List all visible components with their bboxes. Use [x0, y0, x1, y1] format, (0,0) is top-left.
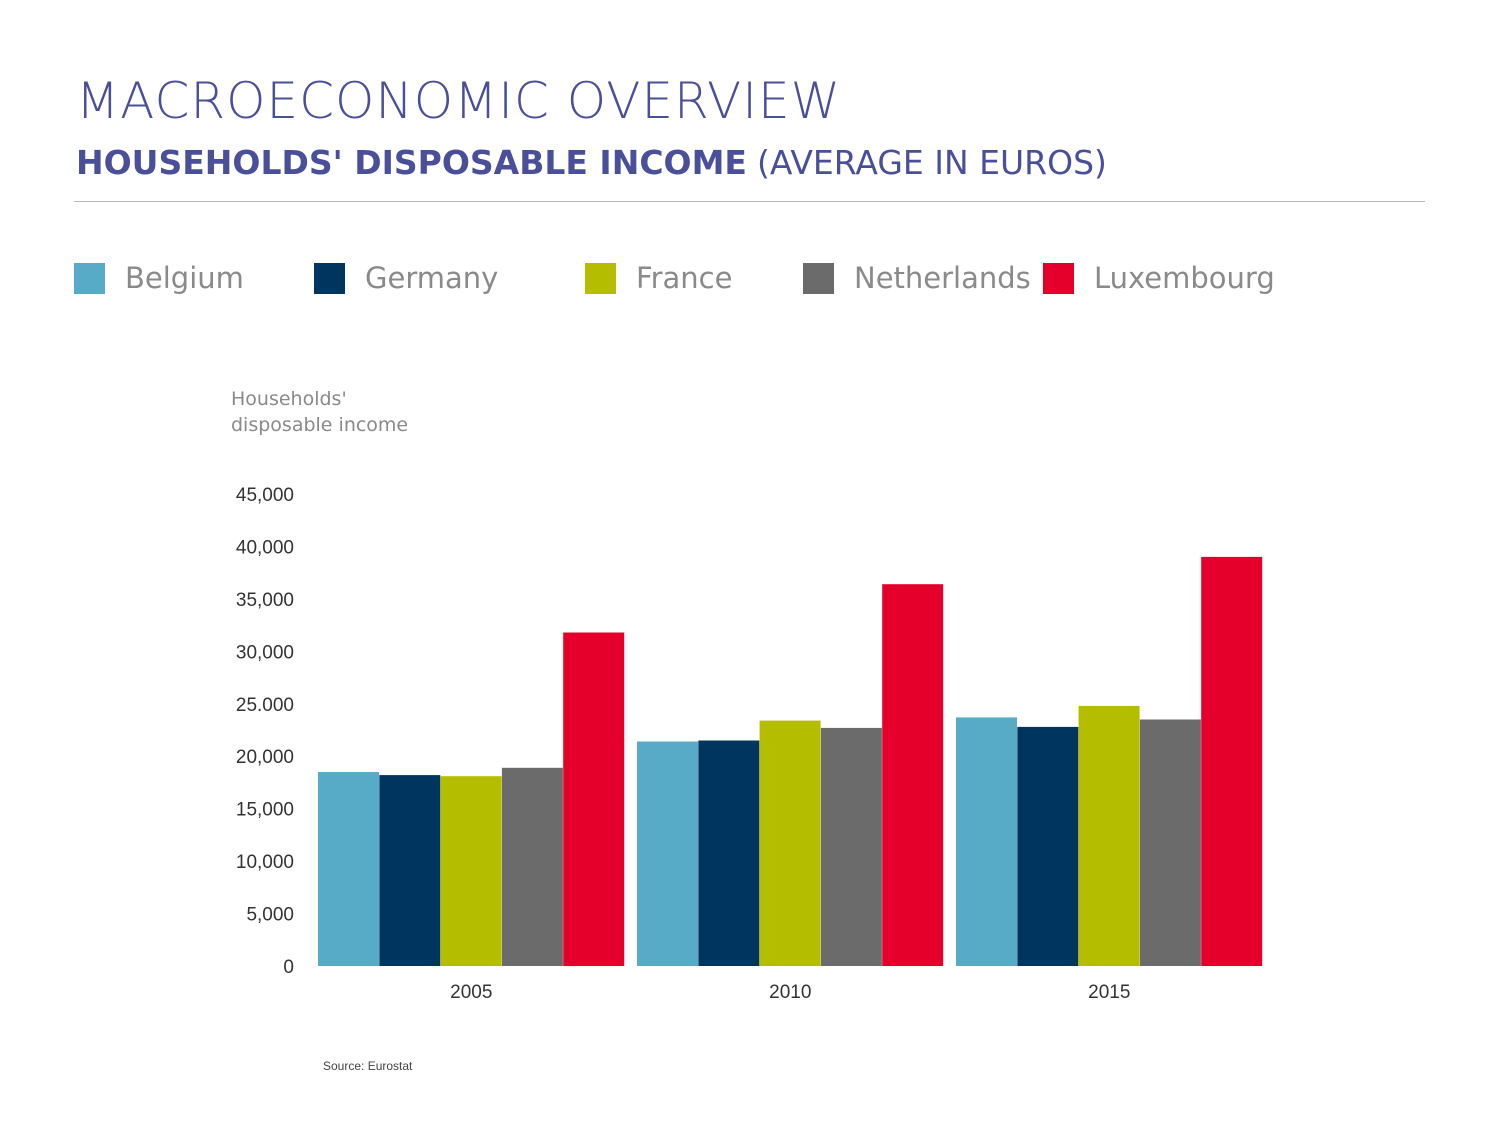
y-tick-label: 45,000 — [236, 485, 294, 506]
y-tick-label: 25.000 — [236, 695, 294, 716]
x-tick-label: 2010 — [769, 982, 811, 1003]
y-axis-label-line-2: disposable income — [231, 414, 409, 436]
source-note: Source: Eurostat — [323, 1059, 413, 1073]
bar-belgium-2015 — [956, 717, 1017, 966]
subtitle-main: HOUSEHOLDS' DISPOSABLE INCOME — [76, 143, 747, 182]
y-tick-label: 15,000 — [236, 800, 294, 821]
legend-label-luxembourg: Luxembourg — [1094, 261, 1275, 295]
legend-label-belgium: Belgium — [125, 261, 244, 295]
bar-netherlands-2010 — [820, 727, 882, 966]
bar-luxembourg-2015 — [1201, 556, 1263, 966]
legend-label-netherlands: Netherlands — [854, 261, 1031, 295]
bar-belgium-2010 — [637, 741, 698, 966]
y-axis-label-line-1: Households' — [231, 388, 347, 410]
chart-bars — [318, 556, 1263, 966]
bar-france-2010 — [759, 720, 821, 966]
bar-germany-2005 — [379, 775, 441, 966]
bar-luxembourg-2005 — [563, 632, 625, 966]
bar-germany-2010 — [698, 740, 760, 966]
legend-item-germany: Germany — [314, 261, 499, 295]
y-tick-label: 5,000 — [246, 905, 294, 926]
legend-swatch-france — [585, 262, 616, 294]
legend-swatch-netherlands — [803, 262, 834, 294]
legend-item-netherlands: Netherlands — [803, 261, 1031, 295]
legend-item-france: France — [585, 261, 733, 295]
y-tick-label: 30,000 — [236, 642, 294, 663]
x-tick-label: 2005 — [450, 982, 492, 1003]
header-divider — [74, 201, 1425, 202]
bar-france-2005 — [440, 776, 502, 966]
legend-swatch-luxembourg — [1043, 262, 1074, 294]
y-tick-label: 35,000 — [236, 590, 294, 611]
page-title: MACROECONOMIC OVERVIEW — [76, 72, 842, 130]
legend-label-germany: Germany — [365, 261, 499, 295]
legend-item-luxembourg: Luxembourg — [1043, 261, 1275, 295]
bar-netherlands-2005 — [501, 767, 563, 966]
chart-legend: Belgium Germany France Netherlands Luxem… — [0, 261, 1500, 302]
y-axis-label: Households' disposable income — [231, 386, 491, 438]
bar-luxembourg-2010 — [882, 584, 944, 966]
y-tick-label: 40,000 — [236, 537, 294, 558]
y-tick-label: 10,000 — [236, 852, 294, 873]
x-tick-label: 2015 — [1088, 982, 1130, 1003]
x-axis-ticks: 2005 2010 2015 — [450, 982, 1130, 1003]
y-tick-label: 0 — [283, 957, 294, 978]
y-tick-label: 20,000 — [236, 747, 294, 768]
legend-swatch-germany — [314, 262, 345, 294]
legend-label-france: France — [636, 261, 733, 295]
bar-germany-2015 — [1017, 726, 1079, 966]
bar-netherlands-2015 — [1139, 719, 1201, 966]
subtitle-qualifier: (AVERAGE IN EUROS) — [756, 143, 1107, 182]
legend-item-belgium: Belgium — [74, 261, 244, 295]
bar-france-2015 — [1078, 705, 1140, 966]
legend-swatch-belgium — [74, 262, 105, 294]
bar-belgium-2005 — [318, 772, 379, 966]
page-subtitle: HOUSEHOLDS' DISPOSABLE INCOME (AVERAGE IN… — [76, 143, 1107, 182]
y-axis-ticks: 0 5,000 10,000 15,000 20,000 25.000 30,000 35,0… — [236, 485, 294, 978]
